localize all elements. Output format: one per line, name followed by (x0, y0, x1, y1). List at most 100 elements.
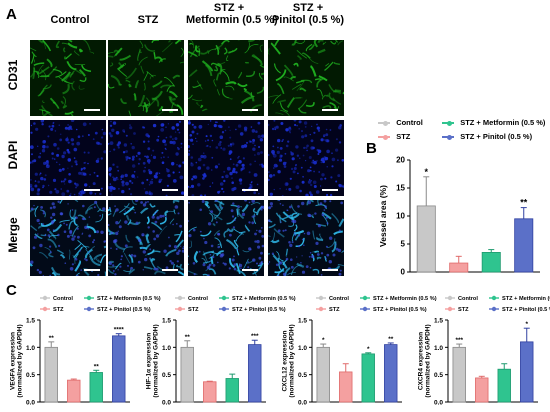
scale-bar (322, 269, 338, 271)
legend-label-stz: STZ (329, 307, 340, 313)
bar-control (416, 205, 436, 273)
y-tick-label: 1.5 (434, 318, 443, 325)
column-title-metformin: STZ + Metformin (0.5 %) (186, 2, 278, 26)
legend-label-control: Control (53, 296, 73, 302)
column-title-control: Control (50, 14, 90, 26)
y-tick-label: 10 (396, 212, 405, 221)
bar-stz (339, 371, 353, 403)
legend-marker-metformin (221, 295, 227, 301)
y-tick-label: 1.0 (26, 345, 35, 352)
legend-label-metformin: STZ + Metformin (0.5 %) (232, 296, 296, 302)
scale-bar (242, 269, 258, 271)
bar-metformin (481, 252, 501, 273)
legend-marker-stz (42, 306, 48, 312)
micrograph-cd31-metformin (188, 40, 264, 116)
legend-label-stz: STZ (188, 307, 199, 313)
column-title-pinitol: STZ + Pinitol (0.5 %) (271, 2, 345, 26)
bar-stz (475, 377, 489, 403)
y-tick-label: 1.0 (162, 345, 171, 352)
gene-expression-charts: Control STZ + Metformin (0.5 %) STZ STZ + P… (9, 295, 550, 407)
micrograph-dapi-metformin (188, 120, 264, 196)
bar-control (180, 346, 194, 403)
column-title-stz: STZ (137, 14, 159, 26)
bar-stz (203, 381, 217, 403)
significance-label-control: ** (49, 335, 55, 342)
y-tick-label: 0.0 (26, 400, 35, 407)
significance-label-control: * (322, 337, 325, 344)
legend-marker-stz (177, 306, 183, 312)
scale-bar (162, 269, 178, 271)
legend-marker-metformin (362, 295, 368, 301)
bar-pinitol (112, 335, 126, 403)
micrograph-cd31-control (30, 40, 106, 116)
legend-item-stz: STZ (378, 132, 410, 141)
panel-b-letter: B (366, 140, 377, 157)
micrograph-dapi-stz (108, 120, 184, 196)
y-axis-label-line: (normalized by GAPDH) (425, 324, 432, 397)
legend-label-control: Control (458, 296, 478, 302)
y-axis-label-line: (normalized by GAPDH) (289, 324, 296, 397)
significance-label-control: ** (185, 334, 191, 341)
bar-control (44, 346, 58, 403)
bar-metformin (497, 368, 511, 403)
y-axis-label: VEGFA expression(normalized by GAPDH) (9, 324, 23, 397)
y-tick-label: 1.0 (434, 345, 443, 352)
y-axis-label-line: CXCL12 expression (281, 330, 288, 391)
row-title-dapi: DAPI (6, 140, 20, 170)
legend-c2: Control STZ + Metformin (0.5 %) STZ STZ + P… (175, 295, 296, 313)
significance-label-pinitol: *** (251, 333, 259, 340)
significance-label-pinitol: * (525, 321, 528, 328)
micrograph-merge-control (30, 200, 106, 276)
bar-pinitol (520, 341, 534, 403)
scale-bar (84, 189, 100, 191)
y-tick-label: 1.5 (162, 318, 171, 325)
y-axis-label-line: VEGFA expression (9, 332, 16, 390)
legend-label-control: Control (329, 296, 349, 302)
legend-c1: Control STZ + Metformin (0.5 %) STZ STZ + P… (40, 295, 161, 313)
micrograph-merge-stz (108, 200, 184, 276)
y-tick-label: 0.5 (434, 372, 443, 379)
legend-label-pinitol: STZ + Pinitol (0.5 %) (373, 307, 427, 313)
scale-bar (84, 109, 100, 111)
significance-label-pinitol: ** (388, 336, 394, 343)
scale-bar (84, 269, 100, 271)
bar-control (452, 346, 466, 403)
legend-label-pinitol: STZ + Pinitol (0.5 %) (502, 307, 550, 313)
legend-panel-b: Control STZ + Metformin (0.5 %) STZ STZ … (378, 118, 550, 154)
legend-marker-control (177, 295, 183, 301)
y-tick-label: 1.5 (26, 318, 35, 325)
legend-c3: Control STZ + Metformin (0.5 %) STZ STZ + P… (316, 295, 437, 313)
micrograph-dapi-control (30, 120, 106, 196)
legend-label-stz: STZ (458, 307, 469, 313)
legend-marker-metformin (491, 295, 497, 301)
legend-label-pinitol: STZ + Pinitol (0.5 %) (232, 307, 286, 313)
y-axis-label: CXCR4 expression(normalized by GAPDH) (417, 324, 431, 397)
legend-c4: Control STZ + Metformin (0.5 %) STZ STZ + P… (445, 295, 550, 313)
y-tick-label: 0.0 (162, 400, 171, 407)
legend-marker-stz (318, 306, 324, 312)
legend-marker-pinitol (86, 306, 92, 312)
y-axis-label-line: CXCR4 expression (417, 332, 424, 390)
micrograph-cd31-stz (108, 40, 184, 116)
panel-c-letter: C (6, 282, 17, 299)
y-tick-label: 0 (401, 268, 406, 277)
bar-metformin (361, 353, 375, 403)
legend-marker-stz (447, 306, 453, 312)
y-axis-label-line: (normalized by GAPDH) (17, 324, 24, 397)
legend-label-control: Control (188, 296, 208, 302)
bar-pinitol (384, 344, 398, 403)
legend-label-metformin: STZ + Metformin (0.5 %) (373, 296, 437, 302)
scale-bar (322, 189, 338, 191)
scale-bar (162, 109, 178, 111)
scale-bar (242, 109, 258, 111)
y-tick-label: 0.0 (298, 400, 307, 407)
legend-marker-metformin (86, 295, 92, 301)
y-tick-label: 0.5 (162, 372, 171, 379)
scale-bar (242, 189, 258, 191)
y-axis-label-line: Vessel area (%) (378, 185, 388, 247)
